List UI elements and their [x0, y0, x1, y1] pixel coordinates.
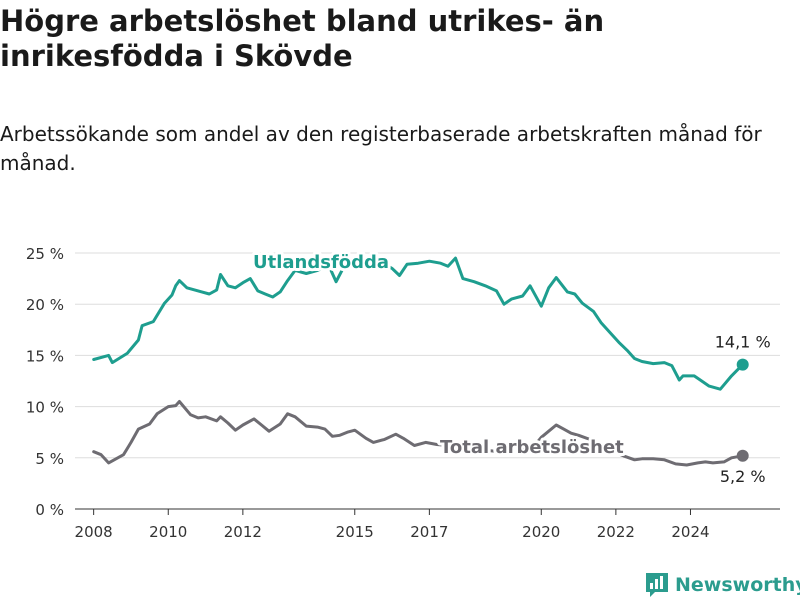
chart-title: Högre arbetslöshet bland utrikes- än inr… — [0, 4, 605, 73]
x-tick-label: 2024 — [671, 523, 709, 541]
series-line — [92, 400, 745, 467]
y-tick-label: 5 % — [35, 450, 64, 468]
series-line — [92, 256, 745, 391]
series-label: Utlandsfödda — [253, 252, 389, 273]
x-tick-label: 2012 — [224, 523, 262, 541]
label-layer: Utlandsfödda Total arbetslöshet 14,1 % 5,2 … — [250, 249, 774, 489]
end-value-label: 5,2 % — [720, 467, 766, 486]
grid-layer: 0 % 5 % 10 % 15 % 20 % 25 % 2008 2010 2012 2015 20… — [26, 245, 780, 541]
x-tick-label: 2022 — [597, 523, 635, 541]
x-tick-label: 2008 — [75, 523, 113, 541]
newsworthy-logo[interactable]: Newsworthy — [645, 570, 800, 600]
series-layer — [92, 256, 749, 467]
brand-name: Newsworthy — [675, 574, 800, 596]
y-tick-label: 15 % — [26, 347, 64, 365]
bar-chart-icon — [646, 573, 668, 597]
series-label: Total arbetslöshet — [440, 437, 624, 458]
chart-subtitle: Arbetssökande som andel av den registerb… — [0, 122, 762, 175]
y-tick-label: 20 % — [26, 296, 64, 314]
x-tick-label: 2017 — [410, 523, 448, 541]
y-tick-label: 0 % — [35, 501, 64, 519]
end-value-label: 14,1 % — [715, 333, 771, 352]
x-tick-label: 2020 — [522, 523, 560, 541]
y-tick-label: 10 % — [26, 399, 64, 417]
y-tick-label: 25 % — [26, 245, 64, 263]
series-end-point — [736, 449, 749, 462]
x-tick-label: 2015 — [336, 523, 374, 541]
x-tick-label: 2010 — [149, 523, 187, 541]
series-end-point — [736, 358, 749, 371]
